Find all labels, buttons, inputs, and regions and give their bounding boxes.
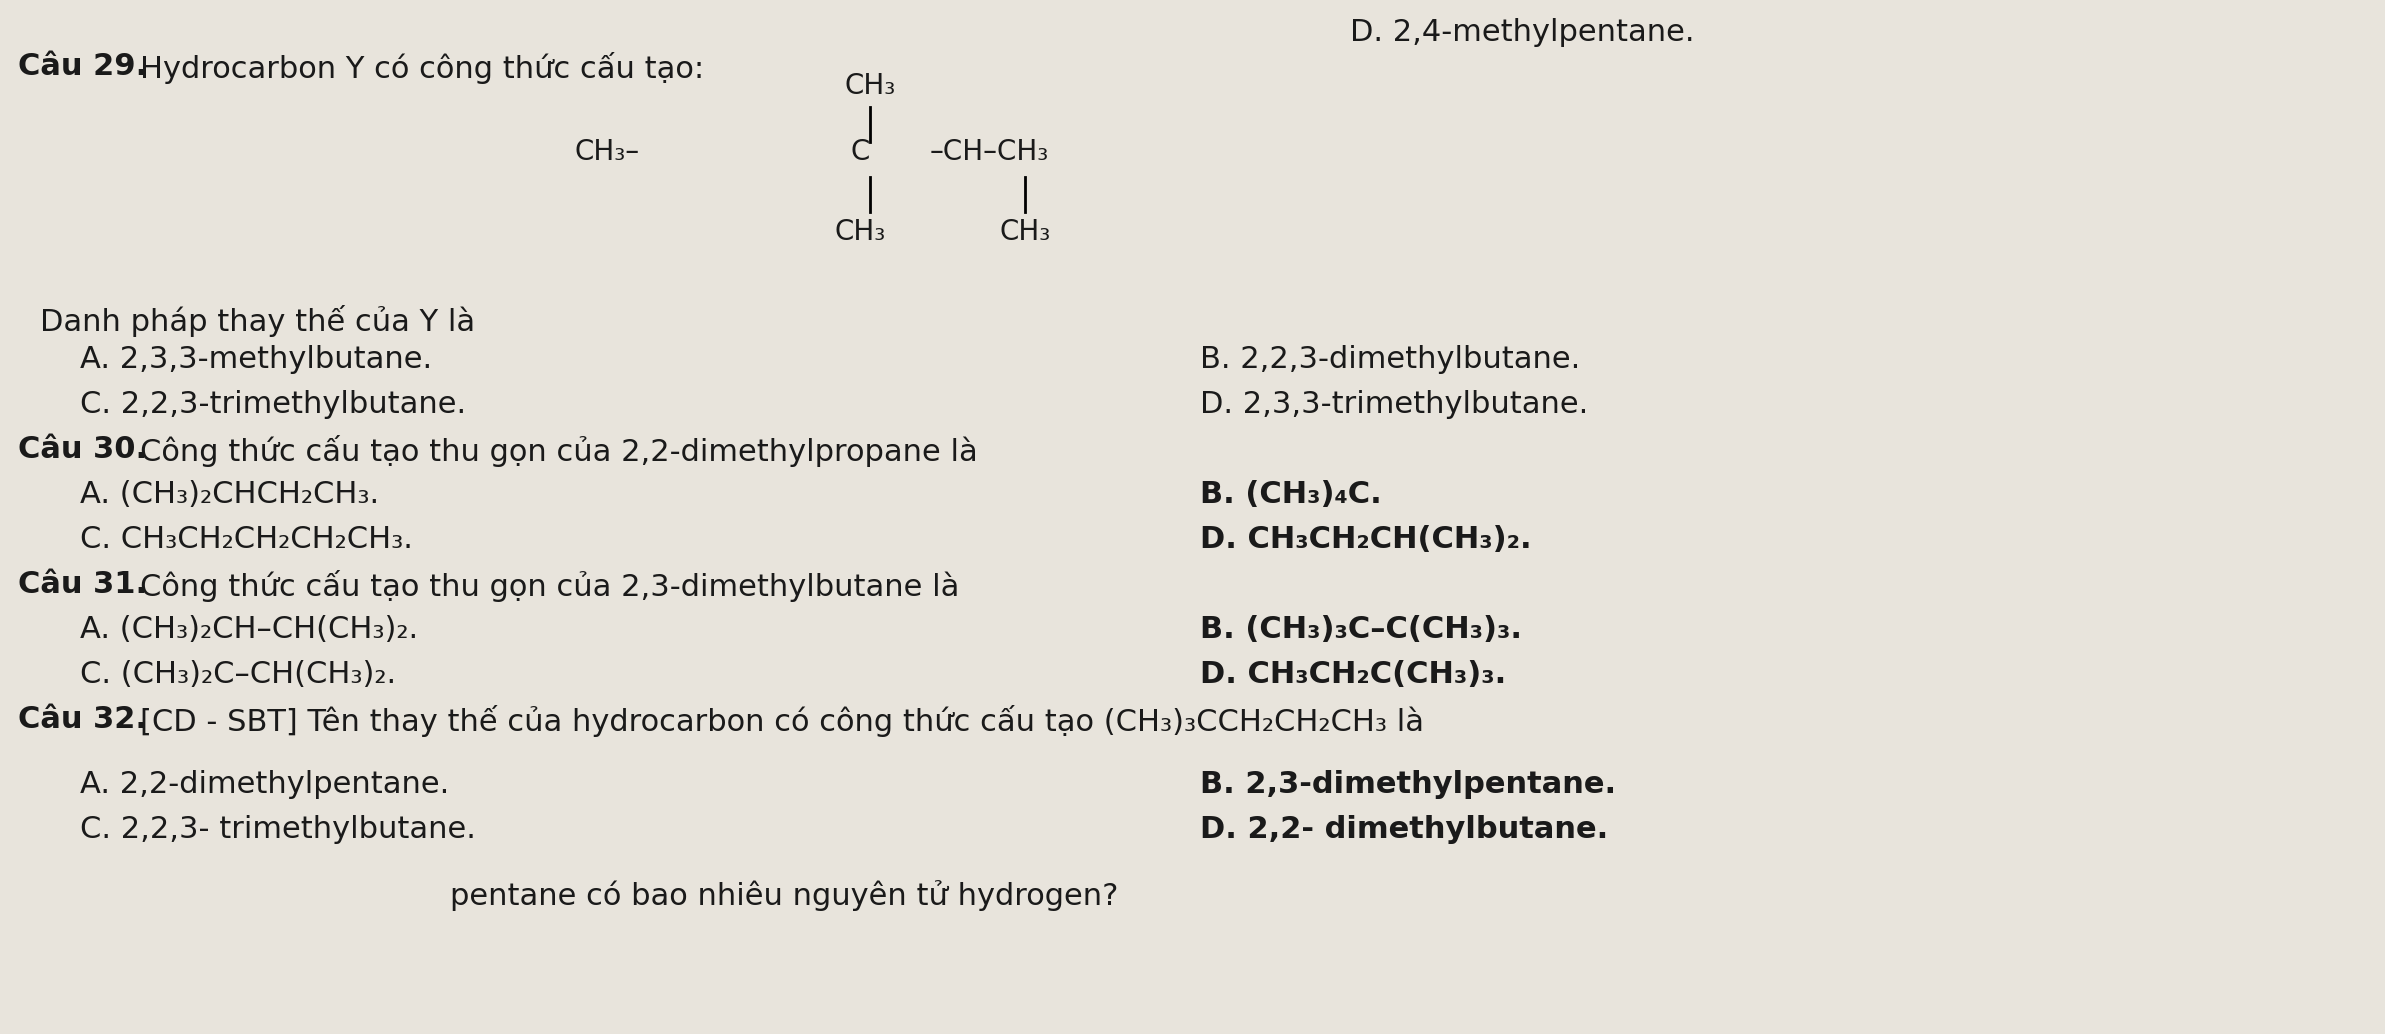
Text: D. 2,2- dimethylbutane.: D. 2,2- dimethylbutane. <box>1200 815 1607 844</box>
Text: Câu 29.: Câu 29. <box>19 52 148 81</box>
Text: Câu 31.: Câu 31. <box>19 570 148 599</box>
Text: B. 2,2,3-dimethylbutane.: B. 2,2,3-dimethylbutane. <box>1200 345 1581 374</box>
Text: Danh pháp thay thế của Y là: Danh pháp thay thế của Y là <box>41 305 475 337</box>
Text: –CH–CH₃: –CH–CH₃ <box>930 138 1049 166</box>
Text: Hydrocarbon Y có công thức cấu tạo:: Hydrocarbon Y có công thức cấu tạo: <box>141 52 704 84</box>
Text: A. 2,2-dimethylpentane.: A. 2,2-dimethylpentane. <box>81 770 448 799</box>
Text: A. (CH₃)₂CH–CH(CH₃)₂.: A. (CH₃)₂CH–CH(CH₃)₂. <box>81 615 417 644</box>
Text: B. 2,3-dimethylpentane.: B. 2,3-dimethylpentane. <box>1200 770 1617 799</box>
Text: D. 2,4-methylpentane.: D. 2,4-methylpentane. <box>1350 18 1693 47</box>
Text: B. (CH₃)₃C–C(CH₃)₃.: B. (CH₃)₃C–C(CH₃)₃. <box>1200 615 1522 644</box>
Text: C. (CH₃)₂C–CH(CH₃)₂.: C. (CH₃)₂C–CH(CH₃)₂. <box>81 660 396 689</box>
Text: CH₃: CH₃ <box>999 218 1052 246</box>
Text: [CD - SBT] Tên thay thế của hydrocarbon có công thức cấu tạo (CH₃)₃CCH₂CH₂CH₃ là: [CD - SBT] Tên thay thế của hydrocarbon … <box>141 705 1424 737</box>
Text: C. 2,2,3- trimethylbutane.: C. 2,2,3- trimethylbutane. <box>81 815 477 844</box>
Text: C. 2,2,3-trimethylbutane.: C. 2,2,3-trimethylbutane. <box>81 390 465 419</box>
Text: Công thức cấu tạo thu gọn của 2,2-dimethylpropane là: Công thức cấu tạo thu gọn của 2,2-dimeth… <box>141 435 978 467</box>
Text: C. CH₃CH₂CH₂CH₂CH₃.: C. CH₃CH₂CH₂CH₂CH₃. <box>81 525 413 554</box>
Text: Câu 30.: Câu 30. <box>19 435 148 464</box>
Text: CH₃–: CH₃– <box>575 138 639 166</box>
Text: B. (CH₃)₄C.: B. (CH₃)₄C. <box>1200 480 1381 509</box>
Text: Công thức cấu tạo thu gọn của 2,3-dimethylbutane là: Công thức cấu tạo thu gọn của 2,3-dimeth… <box>141 570 959 602</box>
Text: A. (CH₃)₂CHCH₂CH₃.: A. (CH₃)₂CHCH₂CH₃. <box>81 480 379 509</box>
Text: CH₃: CH₃ <box>844 72 897 100</box>
Text: D. CH₃CH₂CH(CH₃)₂.: D. CH₃CH₂CH(CH₃)₂. <box>1200 525 1531 554</box>
Text: D. 2,3,3-trimethylbutane.: D. 2,3,3-trimethylbutane. <box>1200 390 1588 419</box>
Text: A. 2,3,3-methylbutane.: A. 2,3,3-methylbutane. <box>81 345 432 374</box>
Text: Câu 32.: Câu 32. <box>19 705 148 734</box>
Text: pentane có bao nhiêu nguyên tử hydrogen?: pentane có bao nhiêu nguyên tử hydrogen? <box>451 880 1119 911</box>
Text: D. CH₃CH₂C(CH₃)₃.: D. CH₃CH₂C(CH₃)₃. <box>1200 660 1507 689</box>
Text: C: C <box>851 138 871 166</box>
Text: CH₃: CH₃ <box>835 218 885 246</box>
